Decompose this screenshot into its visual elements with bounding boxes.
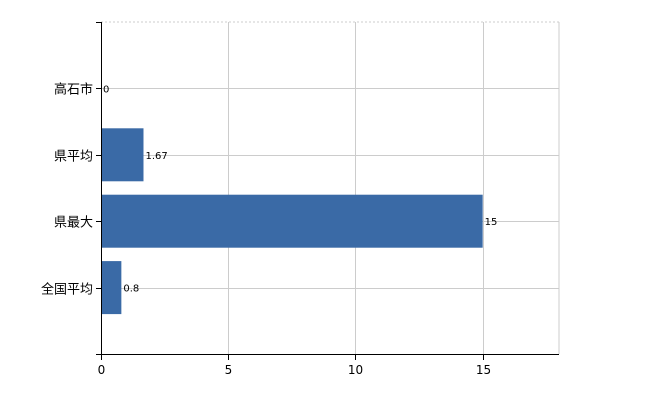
- data-label: 1.67: [145, 151, 167, 162]
- axes: [96, 22, 559, 360]
- data-label: 0: [103, 84, 109, 95]
- category-label: 県平均: [54, 150, 93, 165]
- bar: [101, 194, 483, 248]
- bar: [101, 261, 122, 315]
- x-tick-label: 15: [476, 363, 491, 377]
- category-label: 高石市: [54, 82, 93, 98]
- x-tick-label: 5: [225, 363, 233, 377]
- data-label: 0.8: [123, 284, 139, 295]
- category-label: 県最大: [54, 216, 93, 231]
- grid: [101, 21, 560, 354]
- x-tick-label: 10: [348, 363, 363, 377]
- bar: [101, 128, 144, 182]
- data-label: 15: [485, 217, 498, 228]
- x-tick-label: 0: [98, 363, 106, 377]
- bars: [101, 128, 483, 315]
- category-label: 全国平均: [41, 282, 93, 298]
